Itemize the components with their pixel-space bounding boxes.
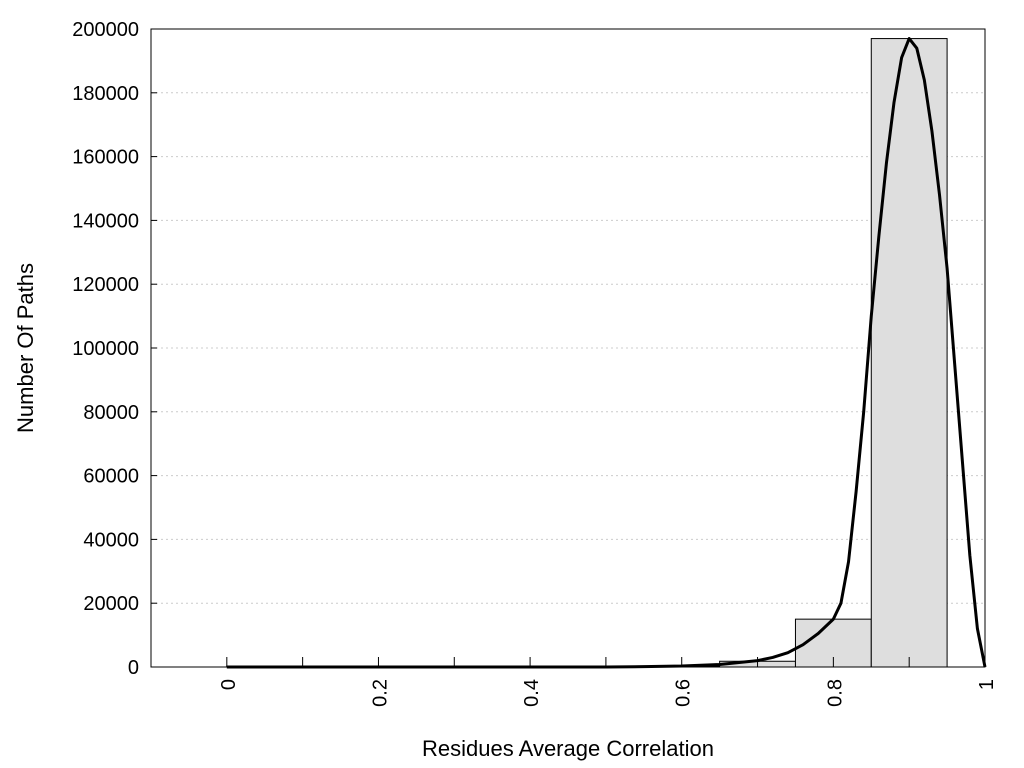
y-tick-label: 60000 (83, 466, 139, 488)
y-tick-label: 40000 (83, 529, 139, 551)
y-tick-label: 200000 (72, 19, 139, 41)
y-tick-label: 0 (128, 657, 139, 679)
x-tick-label: 1 (976, 679, 998, 690)
x-tick-label: 0.2 (369, 679, 391, 707)
x-tick-label: 0.4 (521, 679, 543, 707)
y-tick-label: 20000 (83, 593, 139, 615)
y-ticks: 0 20000 40000 60000 80000 100000 120000 140000 1… (72, 19, 157, 679)
x-ticks: 0 0.2 0.4 0.6 0.8 1 (218, 657, 998, 707)
bars-group (226, 38, 948, 668)
y-tick-label: 120000 (72, 274, 139, 296)
x-tick-label: 0.8 (824, 679, 846, 707)
x-tick-label: 0.6 (673, 679, 695, 707)
histogram-bar (870, 38, 948, 668)
y-tick-label: 180000 (72, 83, 139, 105)
y-tick-label: 100000 (72, 338, 139, 360)
y-tick-label: 140000 (72, 210, 139, 232)
y-tick-label: 160000 (72, 147, 139, 169)
grid-lines (151, 92, 985, 604)
y-axis-title: Number Of Paths (13, 263, 38, 433)
x-axis-title: Residues Average Correlation (422, 736, 714, 761)
y-tick-label: 80000 (83, 402, 139, 424)
x-tick-label: 0 (218, 679, 240, 690)
